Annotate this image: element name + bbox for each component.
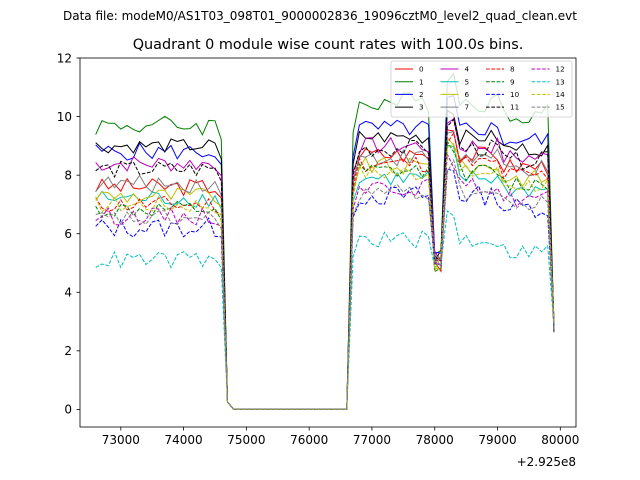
legend-label-0: 0 bbox=[419, 65, 424, 74]
y-tick-label: 6 bbox=[64, 227, 72, 241]
y-tick-label: 12 bbox=[57, 51, 72, 65]
chart-title: Quadrant 0 module wise count rates with … bbox=[133, 37, 524, 53]
y-tick-label: 0 bbox=[64, 403, 72, 417]
x-offset-label: +2.925e8 bbox=[517, 455, 576, 469]
x-tick-label: 73000 bbox=[102, 433, 140, 447]
legend-label-15: 15 bbox=[556, 103, 565, 112]
x-tick-label: 74000 bbox=[165, 433, 203, 447]
x-tick-label: 75000 bbox=[227, 433, 265, 447]
legend-label-9: 9 bbox=[510, 77, 515, 86]
x-axis: 73000 74000 75000 76000 77000 78000 79000 80000 bbox=[102, 427, 579, 447]
legend-label-7: 7 bbox=[465, 103, 470, 112]
y-tick-label: 2 bbox=[64, 344, 72, 358]
x-tick-label: 80000 bbox=[541, 433, 579, 447]
legend-label-10: 10 bbox=[510, 90, 520, 99]
legend-label-3: 3 bbox=[419, 103, 424, 112]
plot-area bbox=[79, 57, 577, 428]
x-tick-label: 77000 bbox=[353, 433, 391, 447]
legend-label-5: 5 bbox=[465, 77, 470, 86]
x-tick-label: 78000 bbox=[416, 433, 454, 447]
legend-label-2: 2 bbox=[419, 90, 424, 99]
legend-label-1: 1 bbox=[419, 77, 424, 86]
y-tick-label: 4 bbox=[64, 286, 72, 300]
x-tick-label: 79000 bbox=[478, 433, 516, 447]
y-axis: 0 2 4 6 8 10 12 bbox=[57, 51, 80, 417]
series-line-15 bbox=[95, 158, 555, 410]
header-text: Data file: modeM0/AS1T03_098T01_90000028… bbox=[63, 9, 577, 23]
legend-label-13: 13 bbox=[556, 77, 565, 86]
legend-label-12: 12 bbox=[556, 65, 565, 74]
legend-label-8: 8 bbox=[510, 65, 515, 74]
axes-frame bbox=[79, 57, 577, 428]
legend-label-14: 14 bbox=[556, 90, 566, 99]
legend-label-6: 6 bbox=[465, 90, 470, 99]
legend-label-4: 4 bbox=[465, 65, 470, 74]
y-tick-label: 10 bbox=[57, 110, 72, 124]
legend-label-11: 11 bbox=[510, 103, 519, 112]
legend-box bbox=[390, 60, 573, 118]
y-tick-label: 8 bbox=[64, 168, 72, 182]
series-line-14 bbox=[95, 143, 555, 410]
series-line-8 bbox=[95, 131, 555, 410]
x-tick-label: 76000 bbox=[290, 433, 328, 447]
